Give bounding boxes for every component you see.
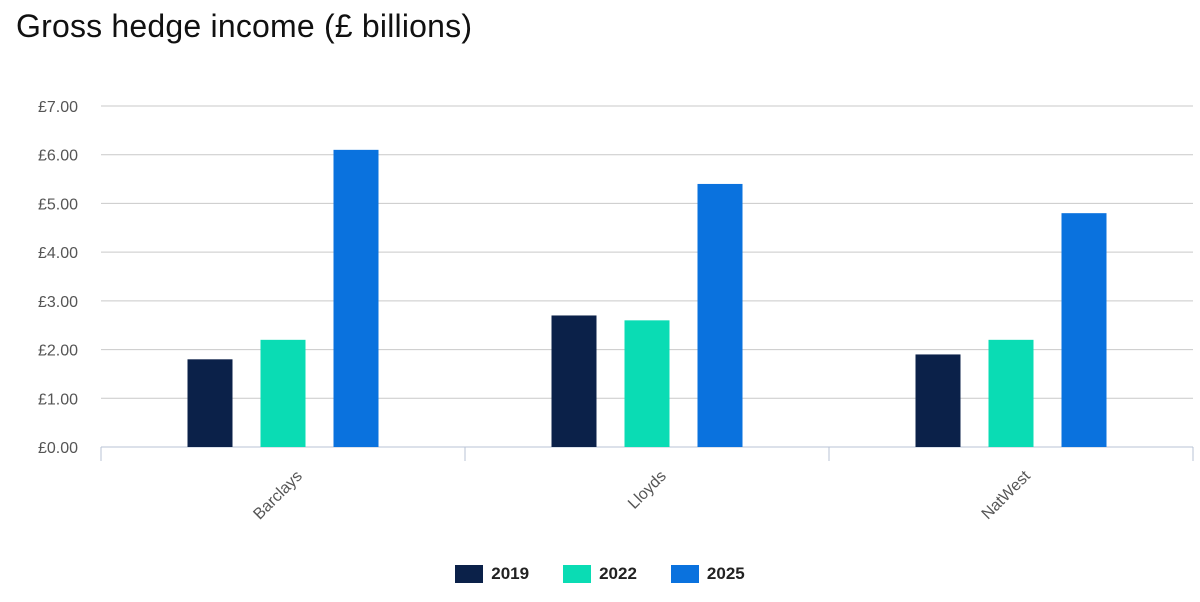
x-tick-label-natwest: NatWest	[979, 467, 1035, 523]
legend: 2019 2022 2025	[0, 564, 1200, 584]
chart-title: Gross hedge income (£ billions)	[16, 8, 473, 44]
bar-natwest-2022	[988, 339, 1034, 447]
bars	[187, 149, 1107, 448]
bar-lloyds-2019	[551, 315, 597, 447]
y-tick-label: £4.00	[38, 245, 78, 262]
legend-item-2022: 2022	[563, 564, 637, 584]
legend-label-2019: 2019	[491, 564, 530, 583]
legend-label-2022: 2022	[599, 564, 637, 583]
bar-barclays-2025	[333, 149, 379, 448]
legend-item-2025: 2025	[670, 564, 745, 584]
bar-chart: £0.00 £1.00 £2.00 £3.00 £4.00 £5.00 £6.00 £7.00…	[38, 99, 1194, 523]
x-tick-label-lloyds: Lloyds	[625, 468, 670, 513]
bar-barclays-2019	[187, 359, 233, 447]
bar-lloyds-2022	[624, 320, 670, 447]
legend-swatch-2025	[670, 565, 699, 583]
legend-swatch-2019	[455, 565, 484, 583]
y-tick-label: £7.00	[38, 99, 78, 116]
x-axis: Barclays Lloyds NatWest	[100, 447, 1194, 523]
y-tick-label: £6.00	[38, 148, 78, 165]
y-axis-ticks: £0.00 £1.00 £2.00 £3.00 £4.00 £5.00 £6.00 £7.00	[38, 99, 78, 457]
legend-swatch-2022	[563, 565, 592, 583]
y-tick-label: £3.00	[38, 294, 78, 311]
bar-barclays-2022	[260, 339, 306, 447]
x-tick-label-barclays: Barclays	[250, 468, 305, 523]
y-tick-label: £0.00	[38, 440, 78, 457]
legend-label-2025: 2025	[706, 564, 745, 583]
y-tick-label: £5.00	[38, 196, 78, 213]
bar-natwest-2019	[915, 354, 961, 447]
y-tick-label: £1.00	[38, 391, 78, 408]
legend-item-2019: 2019	[455, 564, 529, 584]
bar-lloyds-2025	[697, 183, 743, 447]
y-tick-label: £2.00	[38, 343, 78, 360]
bar-natwest-2025	[1061, 213, 1107, 447]
